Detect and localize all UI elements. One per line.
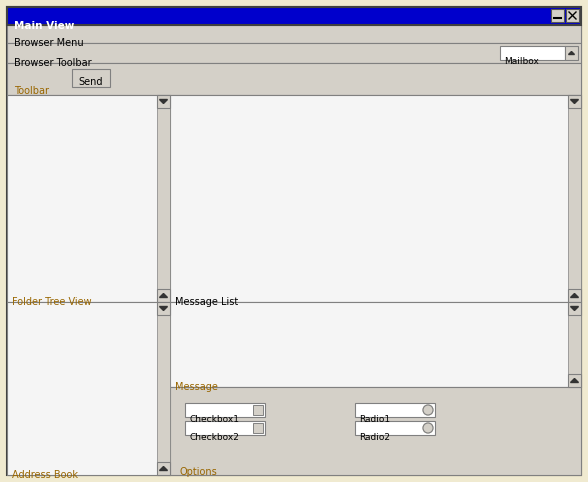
Bar: [253, 405, 263, 415]
Text: Checkbox1: Checkbox1: [189, 415, 239, 424]
Polygon shape: [569, 52, 574, 54]
Bar: [568, 289, 581, 302]
Bar: [7, 302, 170, 475]
Bar: [568, 302, 581, 315]
Bar: [7, 7, 581, 25]
Bar: [500, 46, 565, 60]
Bar: [157, 302, 170, 315]
Bar: [355, 403, 435, 417]
Text: Mailbox: Mailbox: [504, 57, 539, 66]
Bar: [185, 403, 265, 417]
Circle shape: [423, 405, 433, 415]
Text: Browser Menu: Browser Menu: [14, 38, 83, 48]
Bar: [7, 63, 581, 95]
Polygon shape: [570, 99, 579, 104]
Polygon shape: [159, 467, 168, 470]
Bar: [7, 43, 581, 63]
Polygon shape: [159, 307, 168, 310]
Bar: [157, 108, 170, 289]
Polygon shape: [570, 307, 579, 310]
Polygon shape: [570, 294, 579, 297]
Bar: [157, 462, 170, 475]
Text: Main View: Main View: [14, 21, 74, 31]
Text: Toolbar: Toolbar: [14, 86, 49, 96]
Bar: [566, 9, 579, 22]
Bar: [157, 289, 170, 302]
Bar: [568, 315, 581, 374]
Bar: [170, 95, 581, 302]
Bar: [170, 302, 581, 387]
Bar: [72, 69, 110, 87]
Polygon shape: [159, 294, 168, 297]
Polygon shape: [570, 378, 579, 383]
Bar: [157, 315, 170, 462]
Text: Message List: Message List: [175, 297, 238, 307]
Bar: [253, 423, 263, 433]
Bar: [568, 108, 581, 289]
Bar: [7, 25, 581, 43]
Bar: [551, 9, 564, 22]
Text: Browser Toolbar: Browser Toolbar: [14, 58, 92, 68]
Text: Radio1: Radio1: [359, 415, 390, 424]
Text: Radio2: Radio2: [359, 433, 390, 442]
Bar: [185, 421, 265, 435]
Bar: [568, 374, 581, 387]
Text: Options: Options: [180, 467, 218, 477]
Polygon shape: [159, 99, 168, 104]
Bar: [355, 421, 435, 435]
Text: Message: Message: [175, 382, 218, 392]
Text: Checkbox2: Checkbox2: [189, 433, 239, 442]
Text: Send: Send: [79, 77, 103, 87]
Text: Folder Tree View: Folder Tree View: [12, 297, 92, 307]
Circle shape: [423, 423, 433, 433]
Bar: [568, 95, 581, 108]
Bar: [157, 95, 170, 108]
Bar: [7, 95, 170, 302]
Text: Address Book: Address Book: [12, 470, 78, 480]
Bar: [565, 46, 578, 60]
Bar: [170, 387, 581, 475]
